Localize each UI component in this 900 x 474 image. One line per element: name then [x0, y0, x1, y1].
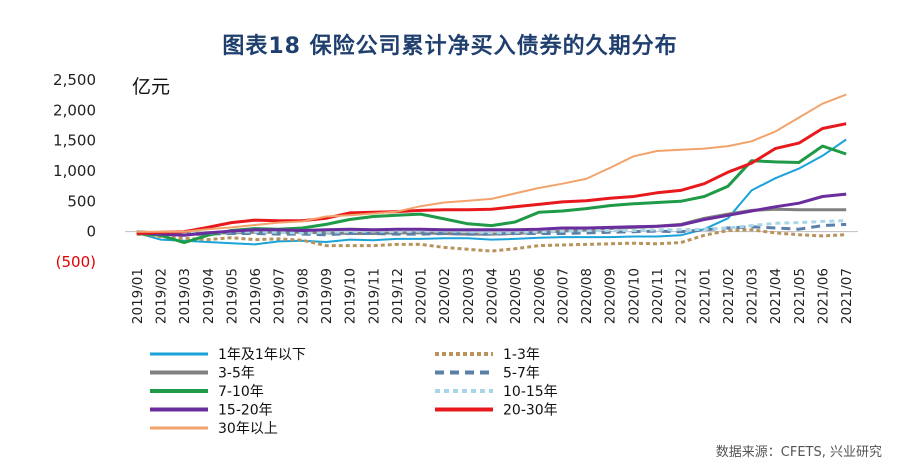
x-tick-label: 2021/04 — [768, 268, 784, 324]
x-tick-label: 2020/12 — [674, 268, 690, 324]
x-tick-label: 2019/01 — [130, 268, 146, 324]
x-tick-label: 2019/11 — [366, 268, 382, 324]
source-note: 数据来源：CFETS, 兴业研究 — [715, 445, 882, 460]
x-tick-label: 2021/01 — [697, 268, 713, 324]
x-tick-label: 2019/06 — [248, 268, 264, 324]
x-tick-label: 2020/06 — [532, 268, 548, 324]
legend-label: 20-30年 — [503, 403, 558, 419]
x-tick-label: 2020/09 — [603, 268, 619, 324]
legend-label: 30年以上 — [218, 421, 278, 437]
x-tick-label: 2019/02 — [153, 268, 169, 324]
x-tick-label: 2021/03 — [745, 268, 761, 324]
x-tick-label: 2019/03 — [177, 268, 193, 324]
legend-label: 10-15年 — [503, 384, 558, 400]
x-tick-label: 2020/04 — [485, 268, 501, 324]
axes: 2,500 2,000 1,500 1,000 500 0 (500) 亿元 2019/01 20… — [53, 71, 858, 324]
series-line-8 — [136, 122, 847, 235]
series-line-9 — [136, 93, 847, 233]
x-tick-label: 2020/10 — [626, 268, 642, 324]
x-tick-label: 2020/02 — [437, 268, 453, 324]
legend-label: 3-5年 — [218, 366, 255, 382]
y-tick-label: 1,000 — [53, 162, 96, 180]
x-tick-label: 2019/09 — [319, 268, 335, 324]
x-tick-label: 2019/04 — [201, 268, 217, 324]
chart-title: 图表18 保险公司累计净买入债券的久期分布 — [222, 34, 678, 59]
x-tick-label: 2020/08 — [579, 268, 595, 324]
x-tick-label: 2019/07 — [272, 268, 288, 324]
y-tick-label: (500) — [56, 253, 96, 271]
y-tick-label: 1,500 — [53, 132, 96, 150]
legend-label: 5-7年 — [503, 366, 540, 382]
legend-label: 1-3年 — [503, 347, 540, 363]
x-tick-label: 2020/11 — [650, 268, 666, 324]
x-tick-label: 2021/02 — [721, 268, 737, 324]
legend-label: 1年及1年以下 — [218, 347, 306, 363]
x-tick-label: 2021/06 — [816, 268, 832, 324]
x-tick-label: 2021/05 — [792, 268, 808, 324]
unit-label: 亿元 — [132, 76, 170, 98]
x-tick-label: 2019/12 — [390, 268, 406, 324]
x-tick-label: 2019/05 — [224, 268, 240, 324]
x-tick-label: 2019/10 — [343, 268, 359, 324]
x-tick-label: 2020/05 — [508, 268, 524, 324]
y-tick-label: 0 — [86, 223, 96, 241]
series-line-7 — [136, 192, 847, 237]
series-line-1 — [136, 138, 847, 246]
y-tick-label: 500 — [67, 192, 96, 210]
x-tick-label: 2020/01 — [414, 268, 430, 324]
series-line-6 — [136, 219, 847, 235]
series-line-4 — [136, 222, 847, 237]
series-lines — [136, 93, 847, 253]
legend-label: 15-20年 — [218, 403, 273, 419]
y-tick-label: 2,000 — [53, 101, 96, 119]
x-tick-label: 2020/03 — [461, 268, 477, 324]
x-tick-label: 2020/07 — [555, 268, 571, 324]
y-tick-label: 2,500 — [53, 71, 96, 89]
legend-label: 7-10年 — [218, 384, 264, 400]
x-tick-label: 2019/08 — [295, 268, 311, 324]
legend: 1年及1年以下 1-3年 3-5年 5-7年 7-10年 10-15年 15-20年 20-3… — [150, 347, 558, 437]
x-tick-label: 2021/07 — [839, 268, 855, 324]
